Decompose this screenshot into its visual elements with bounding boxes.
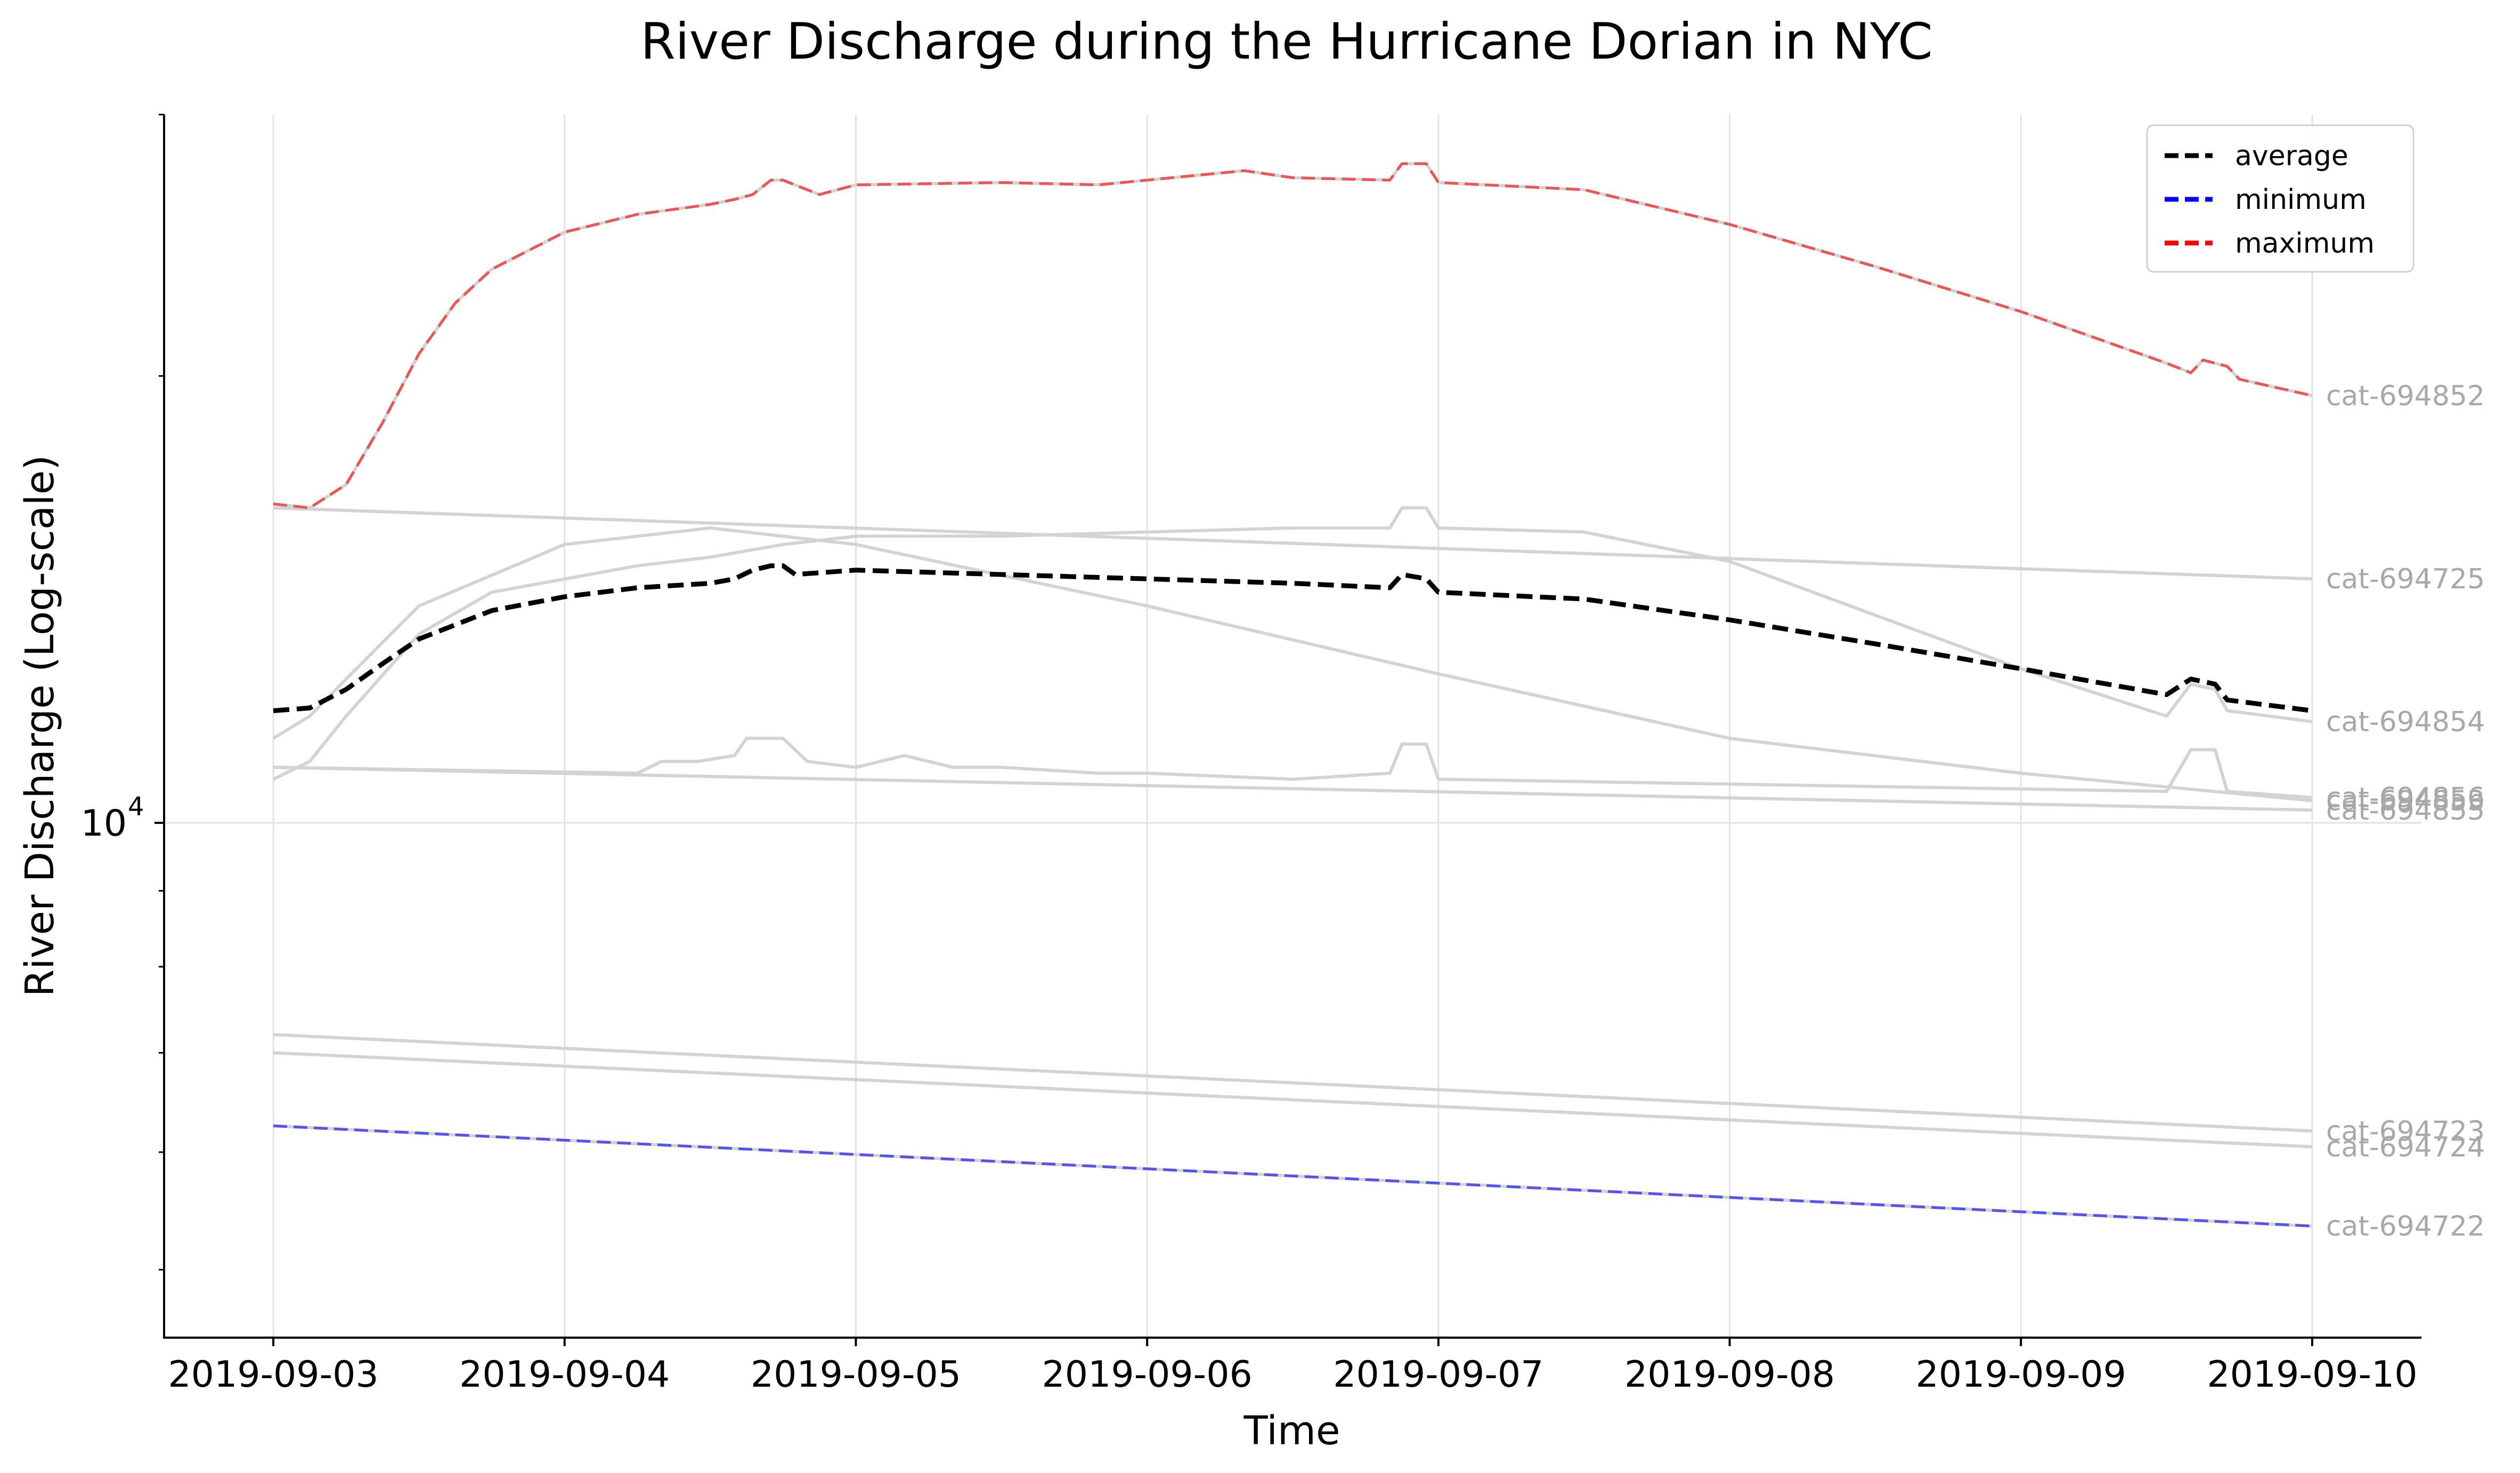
- series-end-label: cat-694723: [2326, 1115, 2485, 1147]
- y-tick-label: 10: [80, 803, 127, 845]
- x-tick-label: 2019-09-07: [1333, 1354, 1543, 1396]
- series-line-cat-694855: [273, 765, 2313, 812]
- grid: [164, 115, 2421, 1338]
- legend-label-minimum: minimum: [2235, 184, 2367, 216]
- x-axis-label: Time: [1243, 1408, 1340, 1454]
- series-end-label: cat-694722: [2326, 1211, 2485, 1243]
- x-tick-label: 2019-09-03: [168, 1354, 378, 1396]
- series-end-label: cat-694855: [2326, 795, 2485, 827]
- x-tick-label: 2019-09-10: [2207, 1354, 2417, 1396]
- tick-labels: 2019-09-03 2019-09-04 2019-09-05 2019-09-06…: [80, 114, 2418, 1396]
- series-end-label: cat-694725: [2326, 563, 2485, 595]
- legend-label-average: average: [2235, 140, 2348, 172]
- series-end-label: cat-694856: [2326, 782, 2485, 814]
- x-tick-label: 2019-09-09: [1916, 1354, 2126, 1396]
- series-end-label: cat-694854: [2326, 706, 2485, 738]
- x-tick-label: 2019-09-05: [751, 1354, 961, 1396]
- series-line-cat-694723: [273, 1033, 2313, 1133]
- series-line-average: [273, 563, 2313, 714]
- series-line-cat-694725: [273, 506, 2313, 581]
- series-end-labels: cat-694852 cat-694725 cat-694853cat-694856…: [2326, 380, 2485, 1242]
- series-end-label: cat-694724: [2326, 1131, 2485, 1163]
- chart-title: River Discharge during the Hurricane Dor…: [640, 13, 1933, 71]
- x-tick-label: 2019-09-08: [1624, 1354, 1835, 1396]
- series-line-cat-694852: [273, 162, 2313, 509]
- y-axis-label: River Discharge (Log-scale): [17, 455, 63, 997]
- x-tick-label: 2019-09-04: [459, 1354, 670, 1396]
- legend-label-maximum: maximum: [2235, 228, 2375, 260]
- axes: [163, 115, 2421, 1339]
- x-tick-label: 2019-09-06: [1042, 1354, 1253, 1396]
- series-line-cat-694856: [273, 736, 2313, 799]
- legend-frame: [2146, 124, 2415, 273]
- y-tick-exponent: 4: [128, 792, 144, 822]
- series-line-maximum: [273, 162, 2313, 509]
- series-line-cat-694854: [272, 506, 2313, 781]
- series-line-minimum: [273, 1124, 2313, 1228]
- series-line-cat-694853: [272, 526, 2313, 803]
- series-end-label: cat-694852: [2326, 380, 2485, 412]
- series-lines: [272, 162, 2313, 1228]
- series-end-label: cat-694853: [2326, 785, 2485, 817]
- legend: average minimum maximum: [2146, 124, 2415, 273]
- series-line-cat-694724: [273, 1051, 2313, 1148]
